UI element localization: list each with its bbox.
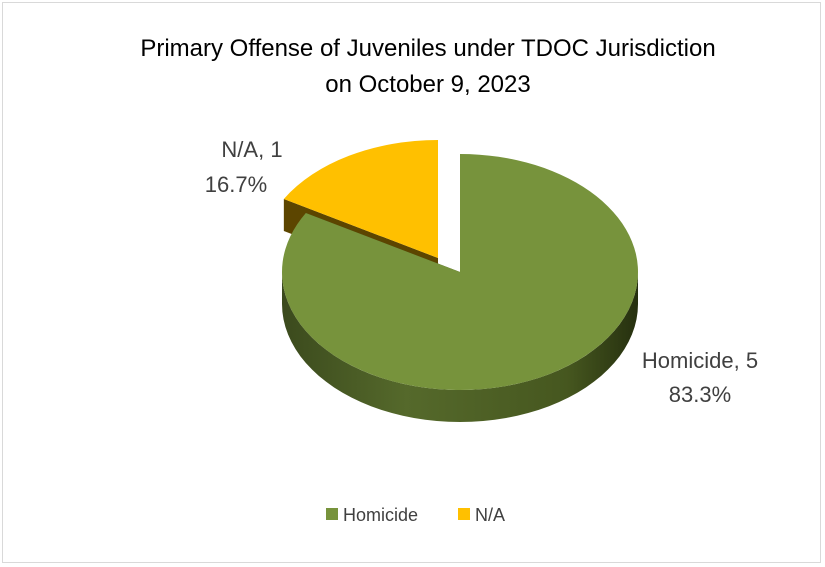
legend-swatch-homicide: [326, 508, 338, 520]
chart-title-line-1: Primary Offense of Juveniles under TDOC …: [140, 35, 715, 62]
chart-title-line-2: on October 9, 2023: [325, 71, 530, 98]
data-label-homicide-line-2: 83.3%: [669, 382, 731, 407]
legend-swatch-na: [458, 508, 470, 520]
data-label-na-line-1: N/A, 1: [221, 137, 282, 162]
legend: Homicide N/A: [326, 505, 505, 525]
legend-label-na: N/A: [475, 505, 505, 525]
legend-label-homicide: Homicide: [343, 505, 418, 525]
data-label-na: N/A, 1 16.7%: [205, 137, 283, 197]
chart-title: Primary Offense of Juveniles under TDOC …: [140, 35, 715, 98]
data-label-na-line-2: 16.7%: [205, 172, 267, 197]
data-label-homicide: Homicide, 5 83.3%: [642, 348, 758, 407]
data-label-homicide-line-1: Homicide, 5: [642, 348, 758, 373]
pie-slice-homicide: [282, 154, 638, 390]
pie-slice-na: [283, 140, 438, 258]
